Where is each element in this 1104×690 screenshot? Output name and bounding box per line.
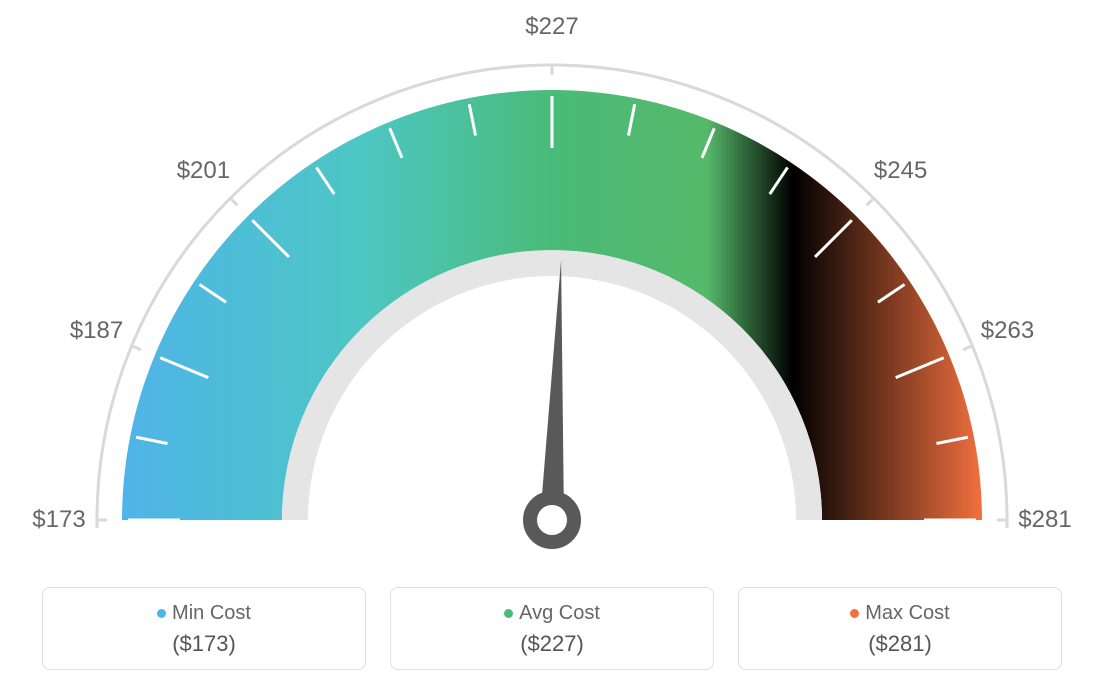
legend-avg-label: Avg Cost bbox=[401, 602, 703, 625]
gauge-svg bbox=[0, 0, 1104, 570]
legend-max-label: Max Cost bbox=[749, 602, 1051, 625]
gauge-chart-container: $173 $187 $201 $227 $245 $263 $281 Min Cost ($… bbox=[0, 0, 1104, 690]
legend-avg-value: ($227) bbox=[401, 631, 703, 657]
legend-min-value: ($173) bbox=[53, 631, 355, 657]
gauge-tick-label: $187 bbox=[70, 317, 123, 345]
legend-max: Max Cost ($281) bbox=[738, 587, 1062, 670]
legend-min-label-text: Min Cost bbox=[172, 602, 251, 624]
gauge-tick-label: $173 bbox=[32, 506, 85, 534]
legend-row: Min Cost ($173) Avg Cost ($227) Max Cost… bbox=[0, 587, 1104, 670]
legend-avg-label-text: Avg Cost bbox=[519, 602, 600, 624]
gauge: $173 $187 $201 $227 $245 $263 $281 bbox=[0, 0, 1104, 570]
gauge-tick-label: $245 bbox=[874, 157, 927, 185]
gauge-tick-label: $281 bbox=[1018, 506, 1071, 534]
legend-min: Min Cost ($173) bbox=[42, 587, 366, 670]
dot-icon bbox=[850, 609, 859, 618]
gauge-tick-label: $263 bbox=[981, 317, 1034, 345]
gauge-tick-label: $227 bbox=[525, 13, 578, 41]
gauge-tick-label: $201 bbox=[177, 157, 230, 185]
legend-max-value: ($281) bbox=[749, 631, 1051, 657]
legend-max-label-text: Max Cost bbox=[865, 602, 949, 624]
legend-avg: Avg Cost ($227) bbox=[390, 587, 714, 670]
dot-icon bbox=[157, 609, 166, 618]
legend-min-label: Min Cost bbox=[53, 602, 355, 625]
dot-icon bbox=[504, 609, 513, 618]
